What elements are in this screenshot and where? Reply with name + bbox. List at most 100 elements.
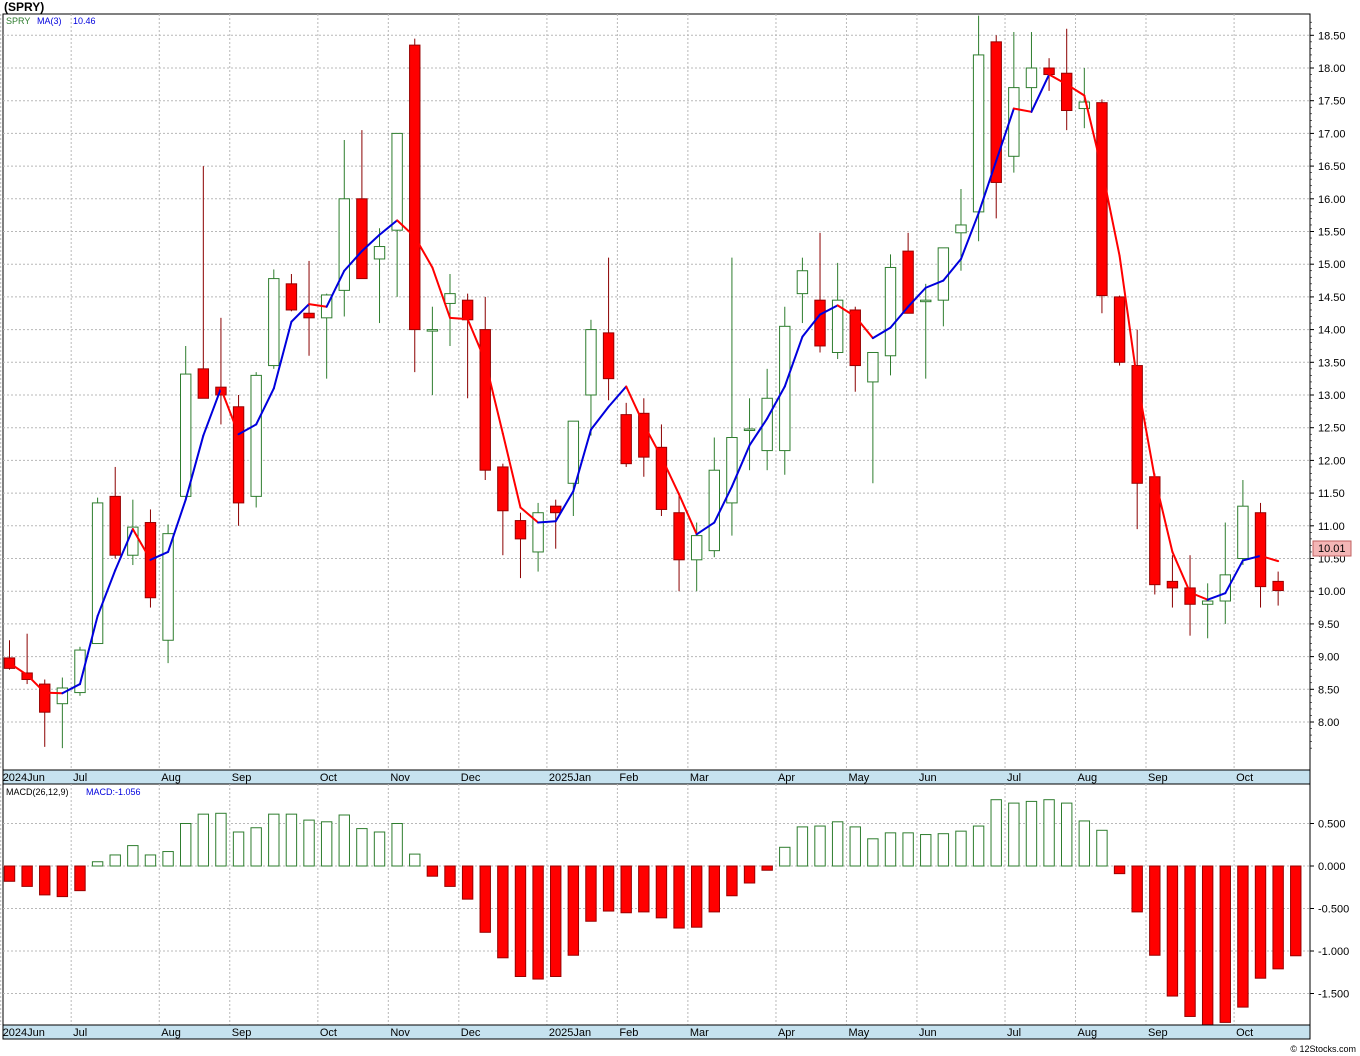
candle-up [91, 502, 104, 645]
ma3-segment [1012, 107, 1033, 113]
price-tick-label: 14.00 [1318, 325, 1346, 337]
ma3-segment [748, 417, 769, 447]
candle-down [39, 683, 51, 713]
ma3-segment [1171, 550, 1192, 594]
candle-down [232, 406, 245, 504]
price-tick-label: 12.00 [1318, 455, 1346, 467]
candle-up [726, 437, 738, 504]
macd-bar-negative [585, 865, 597, 922]
macd-bar-positive [232, 831, 245, 867]
date-tick-label: Mar [690, 772, 709, 784]
ma3-segment [255, 387, 275, 426]
price-tick-label: 10.00 [1318, 586, 1346, 598]
candle-up [955, 224, 967, 234]
macd-bar-negative [497, 865, 509, 959]
macd-bar-negative [1184, 865, 1196, 1017]
macd-bar-positive [849, 826, 861, 867]
date-tick-label: Nov [390, 772, 410, 784]
candle-down [550, 505, 562, 514]
date-tick-label: Jul [1007, 772, 1021, 784]
macd-bar-positive [1043, 799, 1055, 867]
ma3-segment [1100, 168, 1121, 257]
macd-bar-positive [250, 827, 262, 867]
price-tick-label: 11.00 [1318, 521, 1345, 533]
macd-tick-label: -1.000 [1318, 946, 1349, 958]
ma3-segment [466, 318, 487, 362]
macd-bar-positive [320, 821, 333, 867]
date-tick-label: Oct [1236, 1027, 1253, 1039]
macd-bar-positive [831, 821, 844, 867]
macd-bar-negative [1113, 865, 1126, 875]
ma3-segment [1048, 73, 1068, 86]
macd-bar-positive [303, 819, 315, 867]
price-tick-label: 13.00 [1318, 390, 1346, 402]
ma3-segment [78, 615, 99, 686]
macd-bar-negative [1219, 865, 1231, 1023]
ma3-segment [836, 304, 857, 318]
macd-tick-label: -0.500 [1318, 904, 1349, 916]
watermark: © 12Stocks.com [1290, 1044, 1356, 1054]
macd-bar-negative [39, 865, 51, 896]
macd-bar-negative [743, 865, 756, 884]
candle-down [620, 414, 632, 465]
candle-up [268, 278, 280, 367]
candle-up [1078, 101, 1091, 110]
ma3-segment [1189, 591, 1209, 601]
ma3-segment [554, 490, 575, 523]
macd-bar-positive [215, 812, 227, 867]
ma3-segment [184, 434, 205, 501]
macd-bar-negative [690, 865, 703, 928]
candle-down [1061, 72, 1073, 112]
macd-bar-positive [1061, 802, 1073, 867]
date-tick-label: Aug [1078, 1027, 1098, 1039]
ma3-segment [801, 313, 822, 338]
macd-bar-positive [268, 813, 280, 867]
price-tick-label: 14.50 [1318, 292, 1346, 304]
date-tick-label: 2025Jan [549, 1027, 591, 1039]
date-tick-label: 2024Jun [3, 772, 45, 784]
macd-bar-positive [796, 826, 809, 867]
legend-ma-label: MA(3) [37, 16, 62, 26]
ma3-segment [96, 569, 117, 618]
macd-bar-positive [409, 853, 421, 867]
ma3-segment [871, 326, 892, 340]
ma3-segment [783, 335, 804, 388]
ma3-segment [995, 107, 1015, 162]
macd-bar-positive [127, 845, 139, 867]
macd-bar-negative [761, 865, 773, 871]
macd-bar-positive [144, 854, 157, 867]
candle-up [690, 535, 703, 561]
ma3-segment [907, 286, 927, 308]
macd-bar-positive [109, 854, 121, 867]
date-tick-label: Jun [919, 772, 937, 784]
date-tick-label: Aug [1078, 772, 1098, 784]
macd-bar-negative [21, 865, 33, 887]
date-tick-label: Sep [232, 1027, 252, 1039]
candle-up [391, 132, 403, 231]
candle-down [109, 495, 121, 556]
candle-down [303, 312, 315, 319]
ma3-segment [325, 269, 346, 308]
candle-up [250, 374, 262, 497]
macd-bar-positive [91, 861, 104, 867]
macd-bar-negative [726, 865, 738, 897]
price-tick-label: 17.00 [1318, 128, 1346, 140]
candle-up [884, 266, 897, 357]
candle-up [162, 533, 174, 641]
macd-tick-label: 0.000 [1318, 861, 1346, 873]
candle-up [1201, 600, 1214, 605]
price-tick-label: 9.50 [1318, 619, 1339, 631]
candle-up [1025, 67, 1038, 89]
date-tick-label: Jul [73, 1027, 87, 1039]
candle-down [461, 299, 474, 321]
macd-bar-positive [338, 814, 350, 867]
candle-up [532, 512, 544, 553]
date-tick-label: Apr [778, 772, 795, 784]
ma3-segment [1153, 477, 1174, 553]
candle-up [444, 293, 456, 304]
ma3-segment [237, 423, 258, 436]
ma3-segment [413, 235, 434, 269]
date-tick-label: Jul [1007, 1027, 1021, 1039]
candle-up [867, 351, 879, 383]
